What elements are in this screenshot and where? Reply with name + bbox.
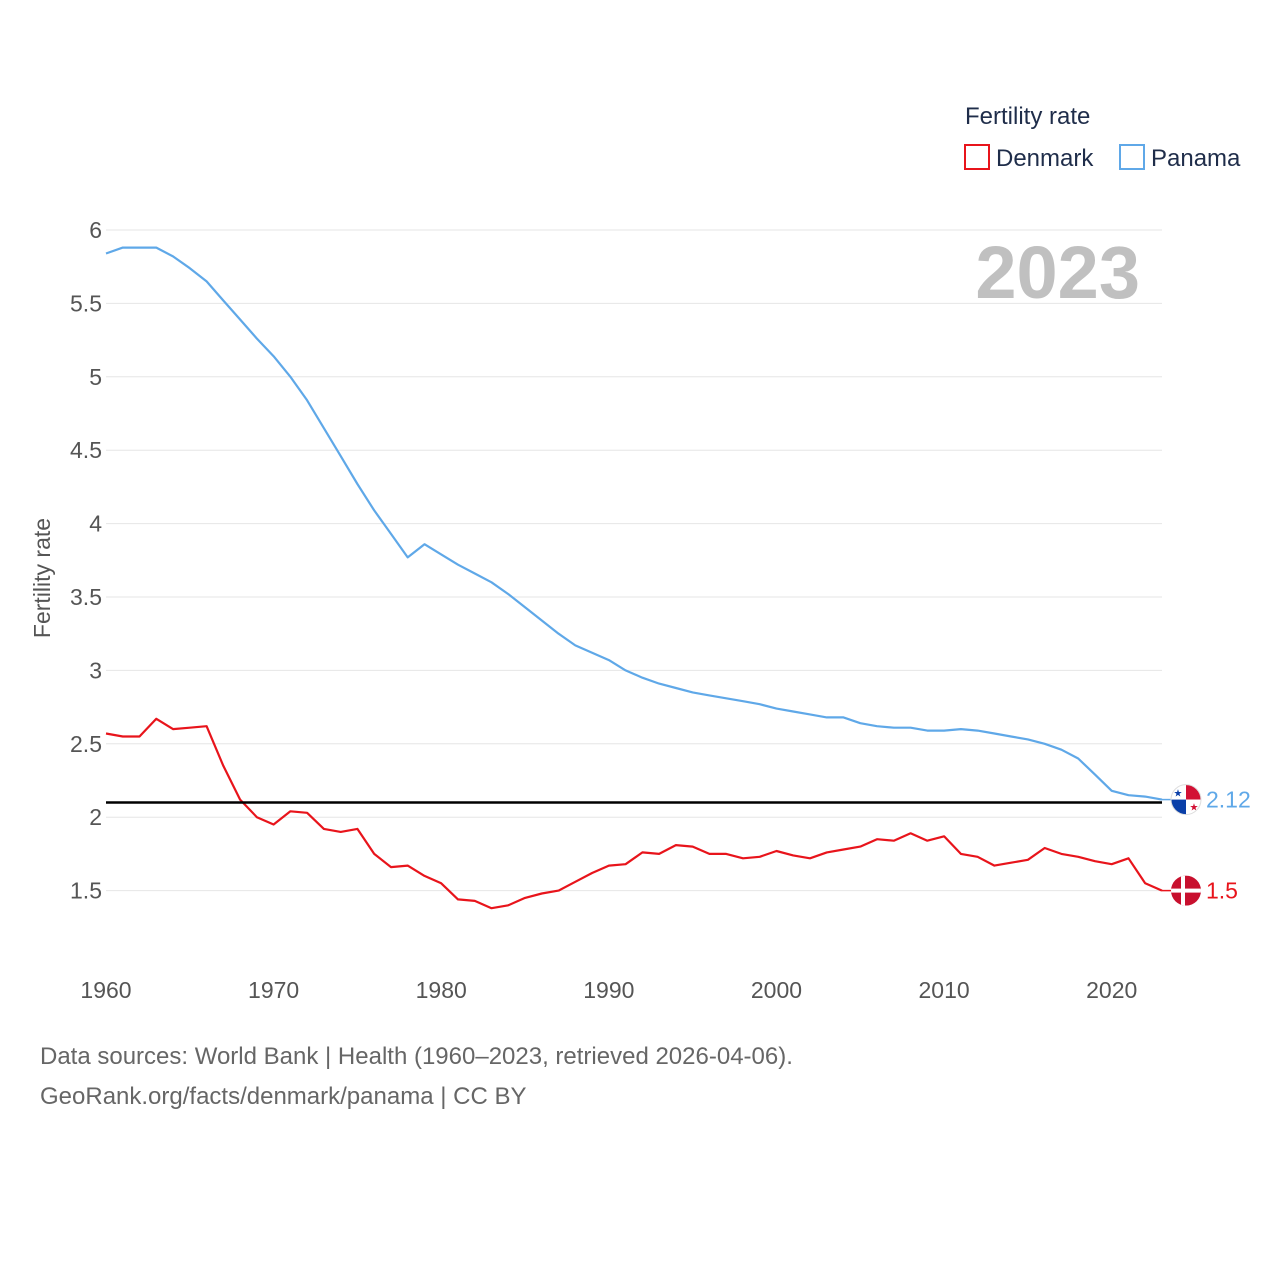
x-axis-ticks: 1960 1970 1980 1990 2000 2010 2020 (80, 977, 1137, 1003)
year-watermark: 2023 (975, 231, 1140, 314)
x-tick-label: 2020 (1086, 977, 1137, 1003)
gridlines (106, 229, 1162, 892)
end-labels: 1.5 2.12 (1162, 787, 1251, 904)
x-tick-label: 2000 (751, 977, 802, 1003)
x-tick-label: 2010 (919, 977, 970, 1003)
legend-item-denmark[interactable]: Denmark (964, 144, 1094, 172)
y-tick-label: 3 (89, 657, 102, 683)
svg-text:★: ★ (1190, 803, 1199, 814)
y-tick-label: 5 (89, 364, 102, 390)
x-tick-label: 1960 (80, 977, 131, 1003)
svg-text:★: ★ (1174, 789, 1183, 800)
x-tick-label: 1990 (583, 977, 634, 1003)
series-line-panama (105, 246, 1163, 801)
series-line-denmark (105, 717, 1163, 910)
y-tick-label: 2.5 (70, 731, 102, 757)
denmark-flag-body (1171, 875, 1201, 906)
y-tick-label: 6 (89, 217, 102, 243)
y-tick-label: 4 (89, 511, 102, 537)
denmark-flag-icon (1171, 875, 1201, 906)
end-label-panama: 2.12 (1206, 787, 1251, 813)
y-tick-label: 3.5 (70, 584, 102, 610)
data-sources-note: Data sources: World Bank | Health (1960–… (40, 1043, 793, 1070)
y-tick-label: 1.5 (70, 878, 102, 904)
y-tick-label: 5.5 (70, 290, 102, 316)
x-tick-label: 1980 (416, 977, 467, 1003)
y-tick-label: 4.5 (70, 437, 102, 463)
panama-flag-icon: ★★ (1170, 784, 1202, 816)
series-lines (105, 246, 1163, 910)
line-chart: Fertility rate Denmark Panama 1.5 2 2.5 3 3.… (29, 103, 1251, 1003)
y-axis-label: Fertility rate (29, 518, 55, 638)
legend-swatch-denmark (964, 144, 990, 170)
legend-swatch-panama (1119, 144, 1145, 170)
legend-label-denmark: Denmark (996, 145, 1094, 172)
legend-label-panama: Panama (1151, 145, 1241, 172)
y-axis-ticks: 1.5 2 2.5 3 3.5 4 4.5 5 5.5 6 (70, 217, 102, 904)
y-tick-label: 2 (89, 804, 102, 830)
legend-item-panama[interactable]: Panama (1119, 144, 1241, 172)
x-tick-label: 1970 (248, 977, 299, 1003)
end-label-denmark: 1.5 (1206, 878, 1238, 904)
credit-note: GeoRank.org/facts/denmark/panama | CC BY (40, 1083, 527, 1110)
legend-title: Fertility rate (965, 103, 1090, 130)
